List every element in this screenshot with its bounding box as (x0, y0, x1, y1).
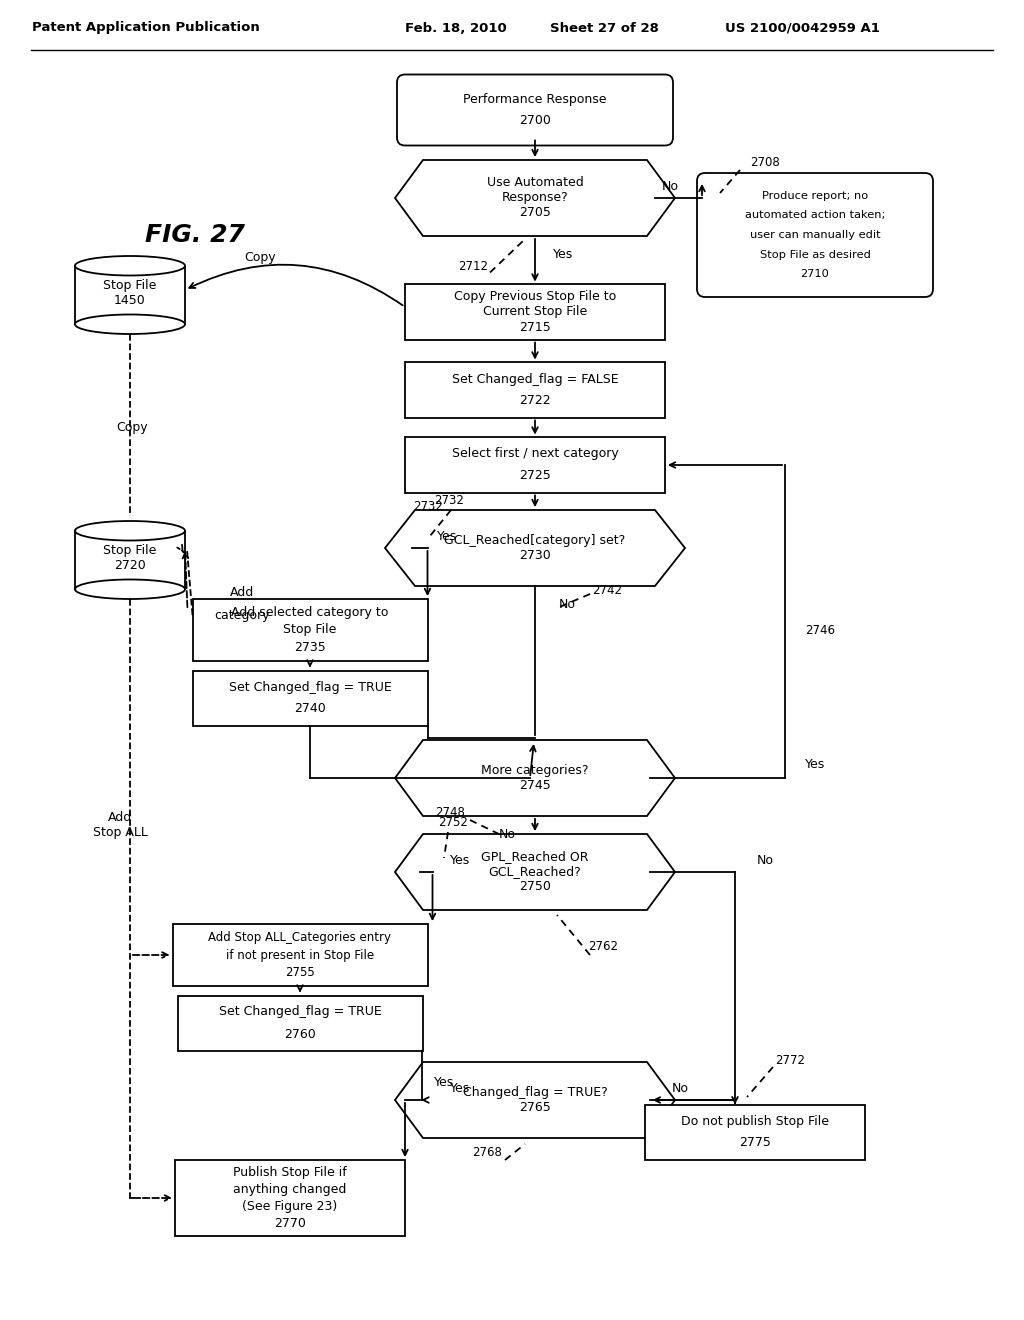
Text: if not present in Stop File: if not present in Stop File (226, 949, 374, 961)
Ellipse shape (75, 521, 185, 540)
Text: Yes: Yes (434, 1076, 455, 1089)
Text: FIG. 27: FIG. 27 (145, 223, 245, 247)
Ellipse shape (75, 256, 185, 276)
Polygon shape (395, 1063, 675, 1138)
Text: Add
Stop ALL: Add Stop ALL (92, 810, 147, 840)
Polygon shape (395, 741, 675, 816)
Text: 2746: 2746 (805, 623, 835, 636)
Text: user can manually edit: user can manually edit (750, 230, 881, 240)
Text: No: No (558, 598, 575, 610)
Text: 2715: 2715 (519, 321, 551, 334)
Text: Set Changed_flag = FALSE: Set Changed_flag = FALSE (452, 372, 618, 385)
Text: No: No (499, 828, 515, 841)
Text: 2768: 2768 (472, 1146, 502, 1159)
Text: (See Figure 23): (See Figure 23) (243, 1200, 338, 1213)
Bar (406, 437, 665, 492)
Text: No: No (662, 181, 679, 194)
Text: 2775: 2775 (739, 1137, 771, 1150)
Text: 2760: 2760 (284, 1027, 315, 1040)
Text: Publish Stop File if: Publish Stop File if (233, 1166, 347, 1179)
Polygon shape (395, 160, 675, 236)
Text: 2770: 2770 (274, 1217, 306, 1230)
Text: Produce report; no: Produce report; no (762, 190, 868, 201)
Polygon shape (395, 834, 675, 909)
Text: Copy: Copy (244, 251, 275, 264)
Text: Copy Previous Stop File to: Copy Previous Stop File to (454, 290, 616, 302)
Text: Patent Application Publication: Patent Application Publication (32, 21, 260, 34)
Bar (177, 995, 423, 1051)
Text: Add selected category to: Add selected category to (231, 606, 389, 619)
Text: Current Stop File: Current Stop File (483, 305, 587, 318)
Text: Do not publish Stop File: Do not publish Stop File (681, 1114, 829, 1127)
Text: Stop File
2720: Stop File 2720 (103, 544, 157, 572)
Text: US 2100/0042959 A1: US 2100/0042959 A1 (725, 21, 880, 34)
Text: 2748: 2748 (435, 805, 465, 818)
Text: 2762: 2762 (588, 940, 618, 953)
Bar (75, 265, 185, 325)
Bar (175, 1160, 406, 1236)
Text: Yes: Yes (553, 248, 573, 260)
Text: 2732: 2732 (434, 494, 464, 507)
Text: anything changed: anything changed (233, 1183, 347, 1196)
Text: Select first / next category: Select first / next category (452, 447, 618, 461)
Polygon shape (385, 510, 685, 586)
Text: Sheet 27 of 28: Sheet 27 of 28 (550, 21, 658, 34)
Text: Yes: Yes (450, 1081, 470, 1094)
Text: Set Changed_flag = TRUE: Set Changed_flag = TRUE (228, 681, 391, 693)
FancyBboxPatch shape (697, 173, 933, 297)
Text: Stop File as desired: Stop File as desired (760, 249, 870, 260)
Text: 2725: 2725 (519, 470, 551, 483)
Text: No: No (672, 1081, 689, 1094)
Bar (406, 285, 665, 339)
Text: Changed_flag = TRUE?
2765: Changed_flag = TRUE? 2765 (463, 1086, 607, 1114)
Text: GCL_Reached[category] set?
2730: GCL_Reached[category] set? 2730 (444, 535, 626, 562)
Text: 2742: 2742 (592, 583, 622, 597)
Ellipse shape (75, 314, 185, 334)
FancyBboxPatch shape (397, 74, 673, 145)
Text: 2755: 2755 (285, 966, 314, 979)
Text: 2700: 2700 (519, 115, 551, 128)
Ellipse shape (75, 579, 185, 599)
Text: 2710: 2710 (801, 269, 829, 280)
Text: Add: Add (230, 586, 255, 598)
Text: More categories?
2745: More categories? 2745 (481, 764, 589, 792)
Bar (645, 1105, 865, 1159)
Text: GPL_Reached OR
GCL_Reached?
2750: GPL_Reached OR GCL_Reached? 2750 (481, 850, 589, 894)
Text: Performance Response: Performance Response (463, 92, 607, 106)
Text: Add Stop ALL_Categories entry: Add Stop ALL_Categories entry (209, 931, 391, 944)
Text: Use Automated
Response?
2705: Use Automated Response? 2705 (486, 177, 584, 219)
Text: Yes: Yes (437, 529, 457, 543)
Text: 2740: 2740 (294, 702, 326, 715)
Text: 2712: 2712 (458, 260, 488, 273)
Text: 2722: 2722 (519, 395, 551, 408)
Bar (193, 599, 427, 661)
Text: Yes: Yes (450, 854, 470, 866)
Bar (406, 363, 665, 417)
Text: Stop File
1450: Stop File 1450 (103, 279, 157, 308)
Text: automated action taken;: automated action taken; (744, 210, 885, 220)
Text: 2708: 2708 (751, 156, 780, 169)
Text: 2772: 2772 (775, 1053, 805, 1067)
Text: 2735: 2735 (294, 642, 326, 655)
Text: Copy: Copy (116, 421, 147, 434)
Text: 2732: 2732 (413, 499, 443, 512)
Text: Yes: Yes (805, 758, 825, 771)
Text: No: No (757, 854, 774, 866)
Text: category: category (215, 610, 270, 623)
Bar (172, 924, 427, 986)
Text: 2752: 2752 (438, 816, 468, 829)
Text: Feb. 18, 2010: Feb. 18, 2010 (406, 21, 507, 34)
Text: Set Changed_flag = TRUE: Set Changed_flag = TRUE (219, 1006, 381, 1019)
Bar (75, 531, 185, 589)
Text: Stop File: Stop File (284, 623, 337, 636)
Bar (193, 671, 427, 726)
